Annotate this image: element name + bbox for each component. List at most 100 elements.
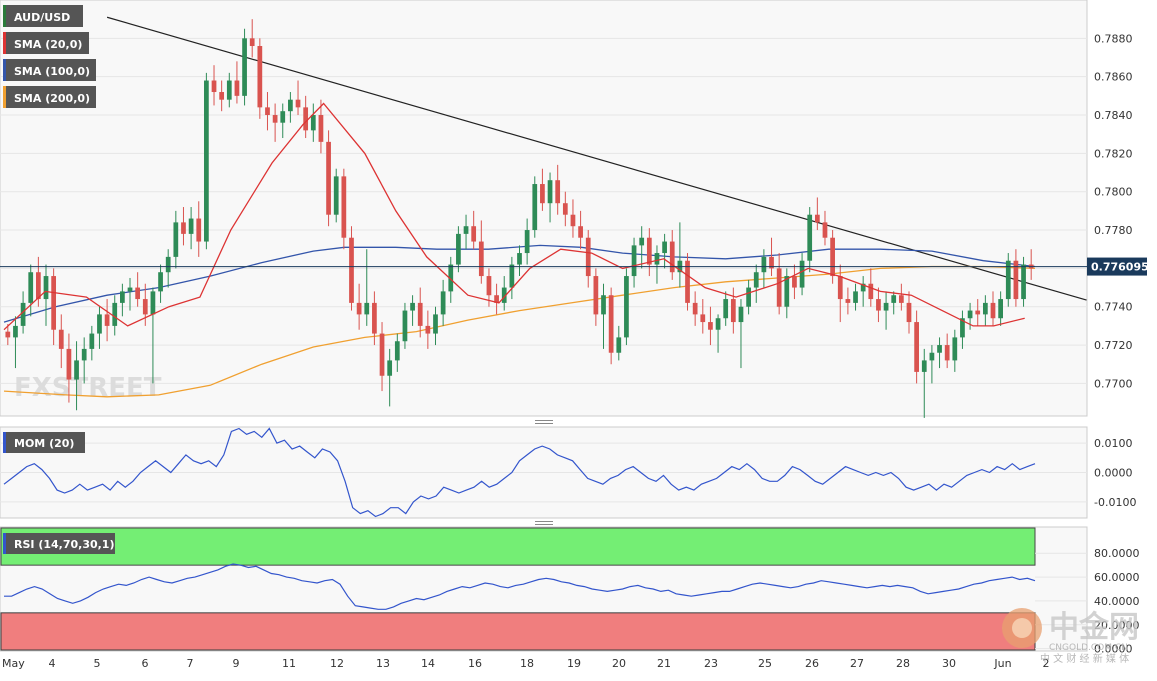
mom-axis-ticks: 0.0100 0.0000 -0.0100 (1094, 437, 1136, 509)
candle-body (303, 107, 309, 131)
legend-sma200-label: SMA (200,0) (14, 92, 90, 105)
panel-splitter-1[interactable] (535, 420, 553, 424)
x-tick-label: 23 (704, 657, 718, 670)
mom-tick-label: 0.0100 (1094, 437, 1133, 450)
mom-tick-label: -0.0100 (1094, 496, 1136, 509)
candle-body (891, 295, 897, 303)
legend-mom[interactable]: MOM (20) (3, 432, 85, 453)
x-tick-label: 26 (805, 657, 819, 670)
candle-body (66, 348, 72, 380)
price-tick-label: 0.7840 (1094, 109, 1133, 122)
x-tick-label: 2 (1043, 657, 1050, 670)
x-tick-label: May (2, 657, 25, 670)
candle-body (58, 329, 64, 349)
candle-body (807, 214, 813, 261)
candle-body (448, 264, 454, 292)
candle-body (646, 237, 652, 265)
candle-body (5, 331, 11, 338)
candle-body (165, 256, 171, 273)
price-panel-bg (0, 0, 1088, 417)
candle-body (81, 348, 87, 361)
candle-body (433, 314, 438, 334)
x-tick-label: 14 (421, 657, 435, 670)
x-tick-label: 13 (376, 657, 390, 670)
candle-body (463, 226, 469, 234)
x-tick-label: 27 (850, 657, 864, 670)
x-tick-label: 30 (942, 657, 956, 670)
candle-body (188, 218, 194, 234)
candle-body (593, 276, 599, 315)
candle-body (127, 287, 133, 292)
legend-symbol[interactable]: AUD/USD (3, 5, 83, 27)
candle-body (830, 237, 835, 277)
legend-rsi[interactable]: RSI (14,70,30,1) (3, 533, 115, 554)
candle-body (845, 299, 851, 303)
x-tick-label: 5 (94, 657, 101, 670)
candle-body (1013, 260, 1019, 300)
candle-body (532, 184, 538, 231)
candle-body (952, 337, 958, 361)
candle-body (906, 302, 912, 323)
mom-gridlines (0, 442, 1087, 503)
candle-body (769, 256, 774, 269)
legend-sma100[interactable]: SMA (100,0) (3, 59, 96, 81)
trendline-path[interactable] (106, 16, 1087, 301)
candle-body (982, 302, 988, 315)
x-axis-labels: May 4 5 6 7 9 11 12 13 14 16 18 19 20 21 23 25 26 27 28 30 Ju… (2, 657, 1050, 670)
candle-body (402, 310, 408, 342)
candle-body (272, 115, 278, 123)
candle-body (639, 237, 645, 246)
x-tick-label: 12 (330, 657, 344, 670)
candle-body (410, 302, 415, 311)
candle-body (562, 203, 568, 215)
candle-body (1021, 264, 1026, 300)
candle-body (74, 360, 79, 380)
price-tick-label: 0.7700 (1094, 377, 1133, 390)
candle-body (700, 314, 706, 323)
candle-body (234, 80, 240, 96)
rsi-path (4, 563, 1036, 610)
price-tick-label: 0.7740 (1094, 301, 1133, 314)
sma200-line (3, 265, 1036, 398)
price-tick-label: 0.7800 (1094, 186, 1133, 199)
rsi-tick-label: 60.0000 (1094, 571, 1140, 584)
sma200-path (3, 265, 1036, 398)
candle-body (608, 295, 614, 353)
x-tick-label: 4 (49, 657, 56, 670)
candle-body (173, 222, 179, 257)
x-tick-label: 19 (567, 657, 581, 670)
cngold-title: 中金网 (1049, 610, 1139, 645)
legend-sma20-label: SMA (20,0) (14, 38, 82, 51)
candle-body (547, 180, 553, 204)
x-tick-label: 28 (896, 657, 910, 670)
candle-body (104, 314, 110, 326)
candle-body (921, 360, 927, 372)
rsi-oversold-zone (0, 612, 1036, 651)
legend-sma200[interactable]: SMA (200,0) (3, 86, 96, 108)
x-tick-label: Jun (993, 657, 1011, 670)
price-tick-label: 0.7820 (1094, 147, 1133, 160)
candle-body (1005, 260, 1011, 300)
candle-body (601, 295, 606, 315)
candle-body (555, 180, 561, 204)
candle-body (998, 299, 1004, 319)
panel-splitter-2[interactable] (535, 521, 553, 525)
cngold-url: CNGOLD.COM.CN (1049, 643, 1128, 653)
candle-body (295, 99, 301, 108)
candle-body (379, 333, 385, 376)
candle-body (578, 226, 583, 238)
candle-body (43, 276, 49, 300)
candle-body (120, 291, 125, 303)
candle-body (799, 260, 805, 288)
candle-body (310, 115, 316, 131)
candle-body (333, 176, 339, 215)
x-tick-label: 6 (142, 657, 149, 670)
candle-body (471, 226, 477, 242)
candle-body (349, 237, 354, 303)
candle-body (364, 302, 370, 315)
candle-body (249, 38, 255, 47)
legend-sma20[interactable]: SMA (20,0) (3, 32, 89, 54)
candle-body (181, 222, 186, 234)
